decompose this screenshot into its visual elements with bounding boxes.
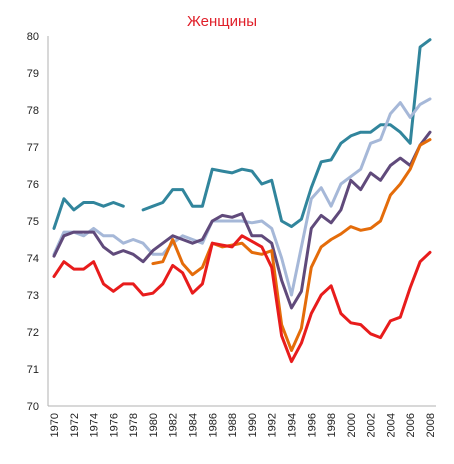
series-4 xyxy=(151,138,432,352)
x-tick-label: 2000 xyxy=(346,413,358,437)
x-tick-label: 1986 xyxy=(207,413,219,437)
x-tick-label: 2008 xyxy=(425,413,437,437)
y-tick-label: 71 xyxy=(27,364,39,376)
x-tick-label: 2006 xyxy=(405,413,417,437)
y-tick-label: 72 xyxy=(27,327,39,339)
x-tick-label: 1988 xyxy=(227,413,239,437)
series-line xyxy=(151,138,432,352)
chart-title: Женщины xyxy=(187,13,257,30)
x-tick-label: 1972 xyxy=(69,413,81,437)
y-tick-label: 73 xyxy=(27,290,39,302)
x-tick-label: 2004 xyxy=(385,413,397,437)
x-axis-ticks: 1970 1972 1974 1976 1978 1980 1982 1984 1986 1988… xyxy=(49,413,437,437)
y-tick-label: 70 xyxy=(27,401,39,413)
x-tick-label: 1978 xyxy=(128,413,140,437)
x-tick-label: 1990 xyxy=(247,413,259,437)
y-tick-label: 79 xyxy=(27,68,39,80)
x-tick-label: 1970 xyxy=(49,413,61,437)
y-tick-label: 78 xyxy=(27,105,39,117)
series-line xyxy=(52,97,432,297)
series-line xyxy=(141,38,432,229)
y-axis-ticks: 70 71 72 73 74 75 76 77 78 79 80 xyxy=(27,31,39,413)
x-tick-label: 1976 xyxy=(108,413,120,437)
series-line xyxy=(52,130,432,310)
series-line xyxy=(52,234,432,364)
x-tick-label: 1980 xyxy=(148,413,160,437)
y-tick-label: 75 xyxy=(27,216,39,228)
y-tick-label: 74 xyxy=(27,253,39,265)
x-tick-label: 2002 xyxy=(366,413,378,437)
y-tick-label: 76 xyxy=(27,179,39,191)
y-tick-label: 77 xyxy=(27,142,39,154)
x-tick-label: 1992 xyxy=(267,413,279,437)
series-1 xyxy=(52,38,432,230)
series-3 xyxy=(52,130,432,310)
axes xyxy=(47,36,436,407)
x-tick-label: 1982 xyxy=(168,413,180,437)
series-5 xyxy=(52,234,432,364)
x-tick-label: 1974 xyxy=(89,413,101,437)
series-group xyxy=(52,38,432,364)
x-tick-label: 1998 xyxy=(326,413,338,437)
y-tick-label: 80 xyxy=(27,31,39,43)
x-tick-label: 1996 xyxy=(306,413,318,437)
series-line xyxy=(52,197,125,230)
x-tick-label: 1994 xyxy=(286,413,298,437)
series-2 xyxy=(52,97,432,297)
x-tick-label: 1984 xyxy=(188,413,200,437)
